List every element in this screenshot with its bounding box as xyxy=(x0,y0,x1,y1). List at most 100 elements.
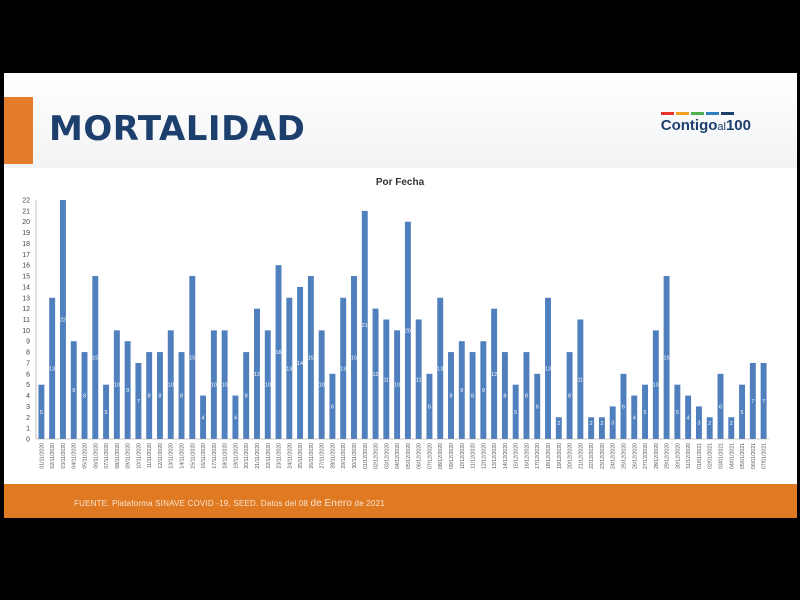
bar-data-label: 9 xyxy=(72,388,75,394)
bar-data-label: 10 xyxy=(222,383,228,389)
x-tick-label: 05/11/2020 xyxy=(83,443,89,469)
bar-data-label: 10 xyxy=(265,383,271,389)
contigo-al-100-logo: Contigoal100 xyxy=(660,112,751,134)
bar-data-label: 5 xyxy=(105,410,108,416)
x-tick-label: 24/12/2020 xyxy=(611,443,617,469)
x-tick-label: 11/11/2020 xyxy=(147,443,153,468)
logo-text-100: 100 xyxy=(725,117,751,134)
x-tick-label: 17/11/2020 xyxy=(212,443,218,469)
bar xyxy=(437,297,444,439)
bar xyxy=(124,341,131,439)
bar-data-label: 13 xyxy=(340,366,346,372)
bar-data-label: 15 xyxy=(189,356,195,362)
bar xyxy=(534,373,541,439)
bar xyxy=(631,395,638,439)
bar xyxy=(609,406,616,439)
page-title: MORTALIDAD xyxy=(49,109,306,149)
bar-data-label: 2 xyxy=(730,421,733,427)
bar-data-label: 4 xyxy=(202,415,205,421)
y-tick-label: 17 xyxy=(22,252,30,259)
x-tick-label: 21/11/2020 xyxy=(255,443,261,469)
bar-data-label: 9 xyxy=(126,388,129,394)
x-tick-label: 28/12/2020 xyxy=(654,443,660,469)
x-tick-label: 06/01/2021 xyxy=(751,443,757,469)
y-tick-label: 19 xyxy=(22,230,30,237)
bar xyxy=(361,210,368,439)
bar-data-label: 21 xyxy=(362,323,368,329)
y-tick-label: 12 xyxy=(22,306,30,313)
bar xyxy=(717,373,724,439)
footer-bar: FUENTE. Plataforma SINAVE COVID -19, SEE… xyxy=(4,484,797,518)
bar-data-label: 15 xyxy=(351,356,357,362)
x-tick-label: 29/11/2020 xyxy=(341,443,347,469)
bar xyxy=(59,200,66,439)
bar-data-label: 6 xyxy=(428,404,431,410)
x-tick-label: 26/11/2020 xyxy=(309,443,315,469)
x-tick-label: 20/11/2020 xyxy=(244,443,250,469)
x-tick-label: 03/11/2020 xyxy=(61,443,67,469)
bar xyxy=(264,330,271,439)
y-tick-label: 20 xyxy=(22,219,30,226)
x-tick-label: 16/11/2020 xyxy=(201,443,207,469)
bar xyxy=(307,276,314,439)
bar-data-label: 9 xyxy=(482,388,485,394)
bar-data-label: 8 xyxy=(525,394,528,400)
bar-data-label: 10 xyxy=(319,383,325,389)
bar xyxy=(156,352,163,439)
bar xyxy=(448,352,454,439)
bar xyxy=(620,373,627,439)
logo-stripe-navy xyxy=(720,112,734,115)
x-tick-label: 01/11/2020 xyxy=(39,443,45,469)
bar-data-label: 13 xyxy=(545,366,551,372)
bar-data-label: 8 xyxy=(180,394,183,400)
x-tick-label: 05/12/2020 xyxy=(406,443,412,469)
bar-data-label: 10 xyxy=(653,383,659,389)
x-tick-label: 26/12/2020 xyxy=(632,443,638,469)
bar-data-label: 10 xyxy=(168,383,174,389)
x-tick-label: 04/11/2020 xyxy=(72,443,78,469)
y-tick-label: 4 xyxy=(26,393,30,400)
source-text-de: de xyxy=(310,498,322,509)
bar-data-label: 4 xyxy=(234,415,237,421)
bar xyxy=(458,341,465,439)
bar-data-label: 6 xyxy=(622,404,625,410)
bar xyxy=(426,373,433,439)
bar xyxy=(383,319,390,439)
bar xyxy=(135,362,142,439)
y-tick-label: 9 xyxy=(26,339,30,346)
bar xyxy=(545,297,551,439)
x-tick-label: 18/11/2020 xyxy=(223,443,229,469)
bar-data-label: 2 xyxy=(600,421,603,427)
x-tick-label: 14/12/2020 xyxy=(503,443,509,469)
bar-data-label: 3 xyxy=(697,421,700,427)
bar xyxy=(598,417,605,439)
bar-data-label: 15 xyxy=(92,356,98,362)
y-tick-label: 15 xyxy=(22,274,30,281)
slide-header: MORTALIDAD Contigoal100 xyxy=(4,73,797,168)
bar xyxy=(512,384,519,439)
bar-data-label: 8 xyxy=(148,394,151,400)
bar xyxy=(577,319,584,439)
bar xyxy=(588,417,595,439)
bar xyxy=(739,384,746,439)
chart-area: Por Fecha 0 1 2 3 4 5 6 7 8 9 10 11 12 13 14 15 16 17 18 19… xyxy=(4,168,797,483)
bar-data-label: 2 xyxy=(590,421,593,427)
x-tick-label: 10/11/2020 xyxy=(136,443,142,469)
x-tick-label: 28/11/2020 xyxy=(330,443,336,469)
y-tick-label: 22 xyxy=(22,198,30,205)
bar-data-label: 7 xyxy=(762,399,765,405)
bar xyxy=(329,373,336,439)
x-tick-label: 27/11/2020 xyxy=(320,443,326,469)
x-tick-label: 09/12/2020 xyxy=(449,443,455,469)
x-tick-label: 21/12/2020 xyxy=(578,443,584,469)
x-tick-label: 01/12/2020 xyxy=(363,443,369,469)
x-tick-label: 07/11/2020 xyxy=(104,443,110,469)
bar-data-label: 10 xyxy=(114,383,120,389)
x-tick-label: 27/12/2020 xyxy=(643,443,649,469)
bar xyxy=(340,297,347,439)
x-tick-label: 02/01/2021 xyxy=(708,443,714,469)
bar xyxy=(49,297,56,439)
x-tick-label: 22/12/2020 xyxy=(589,443,595,469)
logo-stripe-yellow xyxy=(675,112,689,115)
x-tick-label: 01/01/2021 xyxy=(697,443,703,469)
